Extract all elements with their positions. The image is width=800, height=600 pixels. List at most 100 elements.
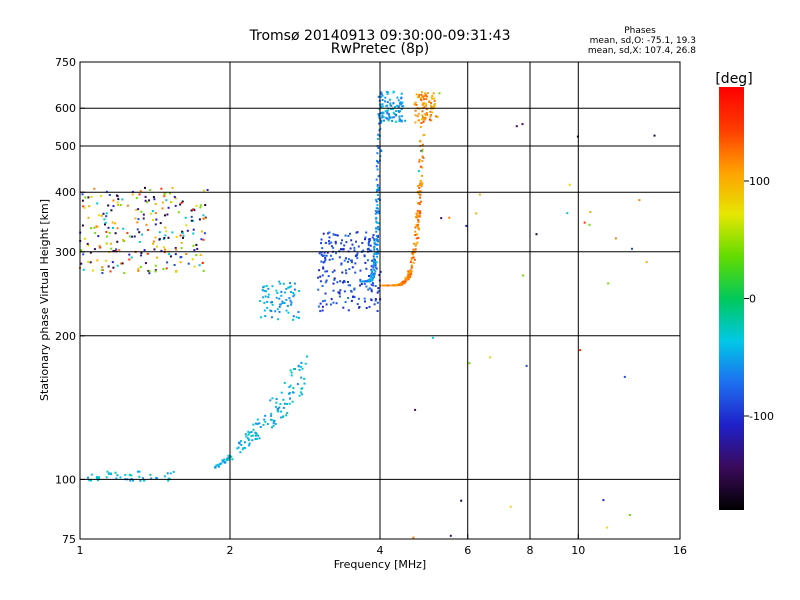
data-point [202,189,205,192]
data-point [430,96,433,99]
phase-stats-o: mean, sd,O: -75.1, 19.3 [590,36,696,46]
data-point [177,211,180,214]
data-point [230,455,233,458]
data-point [87,476,89,479]
data-point [167,206,170,209]
data-point [369,249,371,252]
data-point [377,197,380,200]
data-point [290,374,293,377]
data-point [142,213,145,216]
data-point [106,235,108,238]
data-point [366,248,369,251]
data-point [365,307,368,309]
data-point [278,406,281,409]
data-point [292,318,295,321]
data-point [164,214,166,217]
data-point [283,402,286,405]
data-point [407,270,410,273]
data-point [588,223,591,226]
data-point [391,116,394,119]
data-point [355,240,357,243]
data-point [338,291,341,294]
data-point [415,104,418,106]
data-point [345,272,348,275]
data-point [120,262,122,265]
data-point [252,423,255,426]
data-point [372,282,374,285]
data-point [322,266,325,269]
data-point [142,477,144,480]
data-point [116,195,119,198]
data-point [347,309,350,312]
data-point [414,234,417,237]
data-point [431,97,434,100]
data-point [110,247,113,250]
data-point [117,204,120,206]
data-point [377,137,380,140]
data-point [321,247,324,250]
data-point [369,239,371,242]
data-point [87,244,90,247]
data-point [221,459,224,462]
data-point [156,477,158,480]
data-point [383,119,385,122]
data-point [90,227,92,230]
data-point [386,101,389,104]
data-point [100,214,103,217]
data-point [395,114,398,117]
data-point [614,237,617,240]
data-point [425,114,428,117]
data-point [271,397,274,400]
data-point [399,110,402,113]
data-point [332,282,335,285]
data-point [345,257,348,260]
data-point [367,288,370,291]
data-point [298,394,301,397]
data-point [297,316,300,319]
data-point [631,247,633,250]
data-point [290,371,293,374]
data-point [137,208,140,211]
data-point [95,476,98,478]
data-point [422,134,425,137]
data-point [294,368,296,370]
data-point [97,235,100,238]
data-point [418,184,421,187]
data-point [289,397,291,400]
data-point [275,296,278,299]
data-layer [79,90,656,539]
data-point [566,212,569,215]
data-point [196,247,199,250]
data-point [223,461,226,464]
data-point [394,284,397,287]
data-point [383,284,386,287]
data-point [280,391,283,394]
data-point [156,245,158,248]
data-point [273,419,276,422]
data-point [84,237,86,240]
data-point [287,286,290,289]
data-point [416,241,419,244]
data-point [360,280,363,283]
colorbar-tick-label: 100 [749,175,770,188]
data-point [192,208,194,211]
data-point [407,275,410,277]
data-point [417,184,420,187]
data-point [413,258,416,261]
data-point [376,251,379,254]
data-point [371,259,374,262]
data-point [645,261,648,264]
data-point [247,430,250,433]
data-point [323,260,326,263]
data-point [143,249,146,252]
data-point [412,256,415,259]
data-point [164,248,166,251]
data-point [415,243,418,246]
data-point [141,233,144,236]
data-point [322,232,325,235]
data-point [415,237,418,240]
data-point [293,282,296,285]
data-point [377,207,380,210]
data-point [381,105,384,108]
data-point [395,110,398,112]
